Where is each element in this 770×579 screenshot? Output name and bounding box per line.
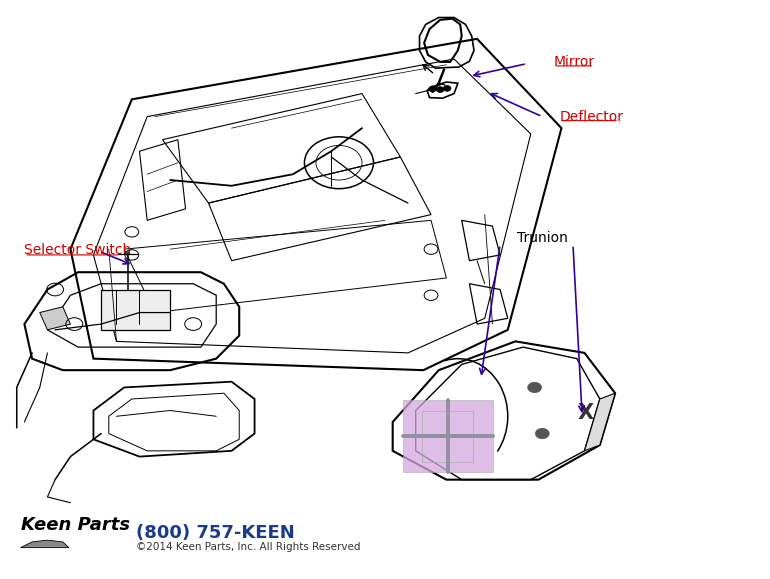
Polygon shape bbox=[40, 307, 70, 330]
Polygon shape bbox=[21, 540, 69, 548]
Text: Mirror: Mirror bbox=[554, 55, 595, 69]
Polygon shape bbox=[584, 393, 615, 451]
Text: Deflector: Deflector bbox=[559, 109, 623, 124]
Text: Selector Switch: Selector Switch bbox=[25, 243, 132, 257]
Circle shape bbox=[437, 87, 444, 93]
Text: Keen Parts: Keen Parts bbox=[21, 515, 129, 534]
Text: (800) 757-KEEN: (800) 757-KEEN bbox=[136, 523, 294, 542]
Text: ©2014 Keen Parts, Inc. All Rights Reserved: ©2014 Keen Parts, Inc. All Rights Reserv… bbox=[136, 542, 360, 552]
Circle shape bbox=[444, 86, 451, 91]
Text: Trunion: Trunion bbox=[517, 230, 567, 245]
Circle shape bbox=[535, 428, 549, 439]
Circle shape bbox=[429, 86, 437, 92]
Circle shape bbox=[527, 382, 541, 393]
Bar bbox=[403, 400, 493, 472]
Text: X: X bbox=[578, 404, 594, 423]
Polygon shape bbox=[101, 290, 170, 330]
